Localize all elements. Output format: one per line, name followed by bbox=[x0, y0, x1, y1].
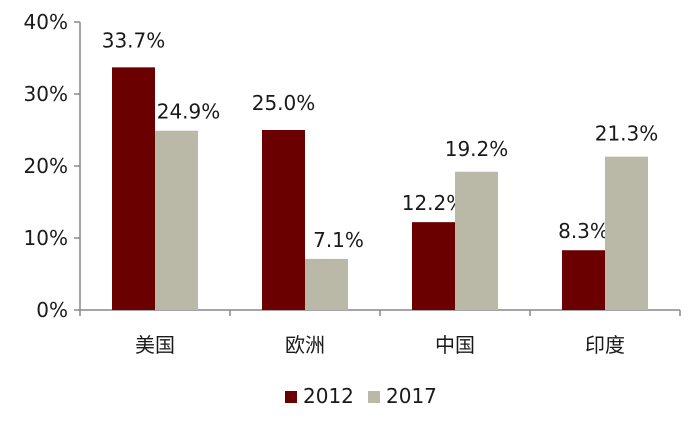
x-category-label: 美国 bbox=[135, 333, 175, 357]
y-tick-label: 10% bbox=[24, 226, 68, 250]
bar-2017 bbox=[605, 156, 648, 310]
y-tick-label: 30% bbox=[24, 82, 68, 106]
x-category-label: 中国 bbox=[435, 333, 475, 357]
data-label: 7.1% bbox=[313, 228, 364, 252]
legend-swatch-2012 bbox=[285, 391, 297, 403]
bar-2017 bbox=[455, 171, 498, 310]
data-label: 25.0% bbox=[252, 91, 316, 115]
bar-2012 bbox=[112, 67, 155, 310]
bar-2012 bbox=[562, 250, 605, 310]
x-category-label: 印度 bbox=[585, 333, 625, 357]
bar-2017 bbox=[305, 258, 348, 310]
y-tick-label: 40% bbox=[24, 10, 68, 34]
legend-label: 2012 bbox=[303, 384, 354, 408]
x-category-label: 欧洲 bbox=[285, 333, 325, 357]
y-tick-label: 20% bbox=[24, 154, 68, 178]
data-label: 19.2% bbox=[445, 137, 509, 161]
data-label: 33.7% bbox=[102, 28, 166, 52]
y-tick-label: 0% bbox=[36, 298, 68, 322]
data-label: 8.3% bbox=[558, 219, 609, 243]
data-label: 21.3% bbox=[595, 122, 659, 146]
data-label: 12.2% bbox=[402, 191, 466, 215]
bar-2012 bbox=[412, 222, 455, 310]
bar-2012 bbox=[262, 130, 305, 310]
legend-label: 2017 bbox=[386, 384, 437, 408]
legend-swatch-2017 bbox=[368, 391, 380, 403]
bar-2017 bbox=[155, 130, 198, 310]
data-label: 24.9% bbox=[157, 100, 221, 124]
